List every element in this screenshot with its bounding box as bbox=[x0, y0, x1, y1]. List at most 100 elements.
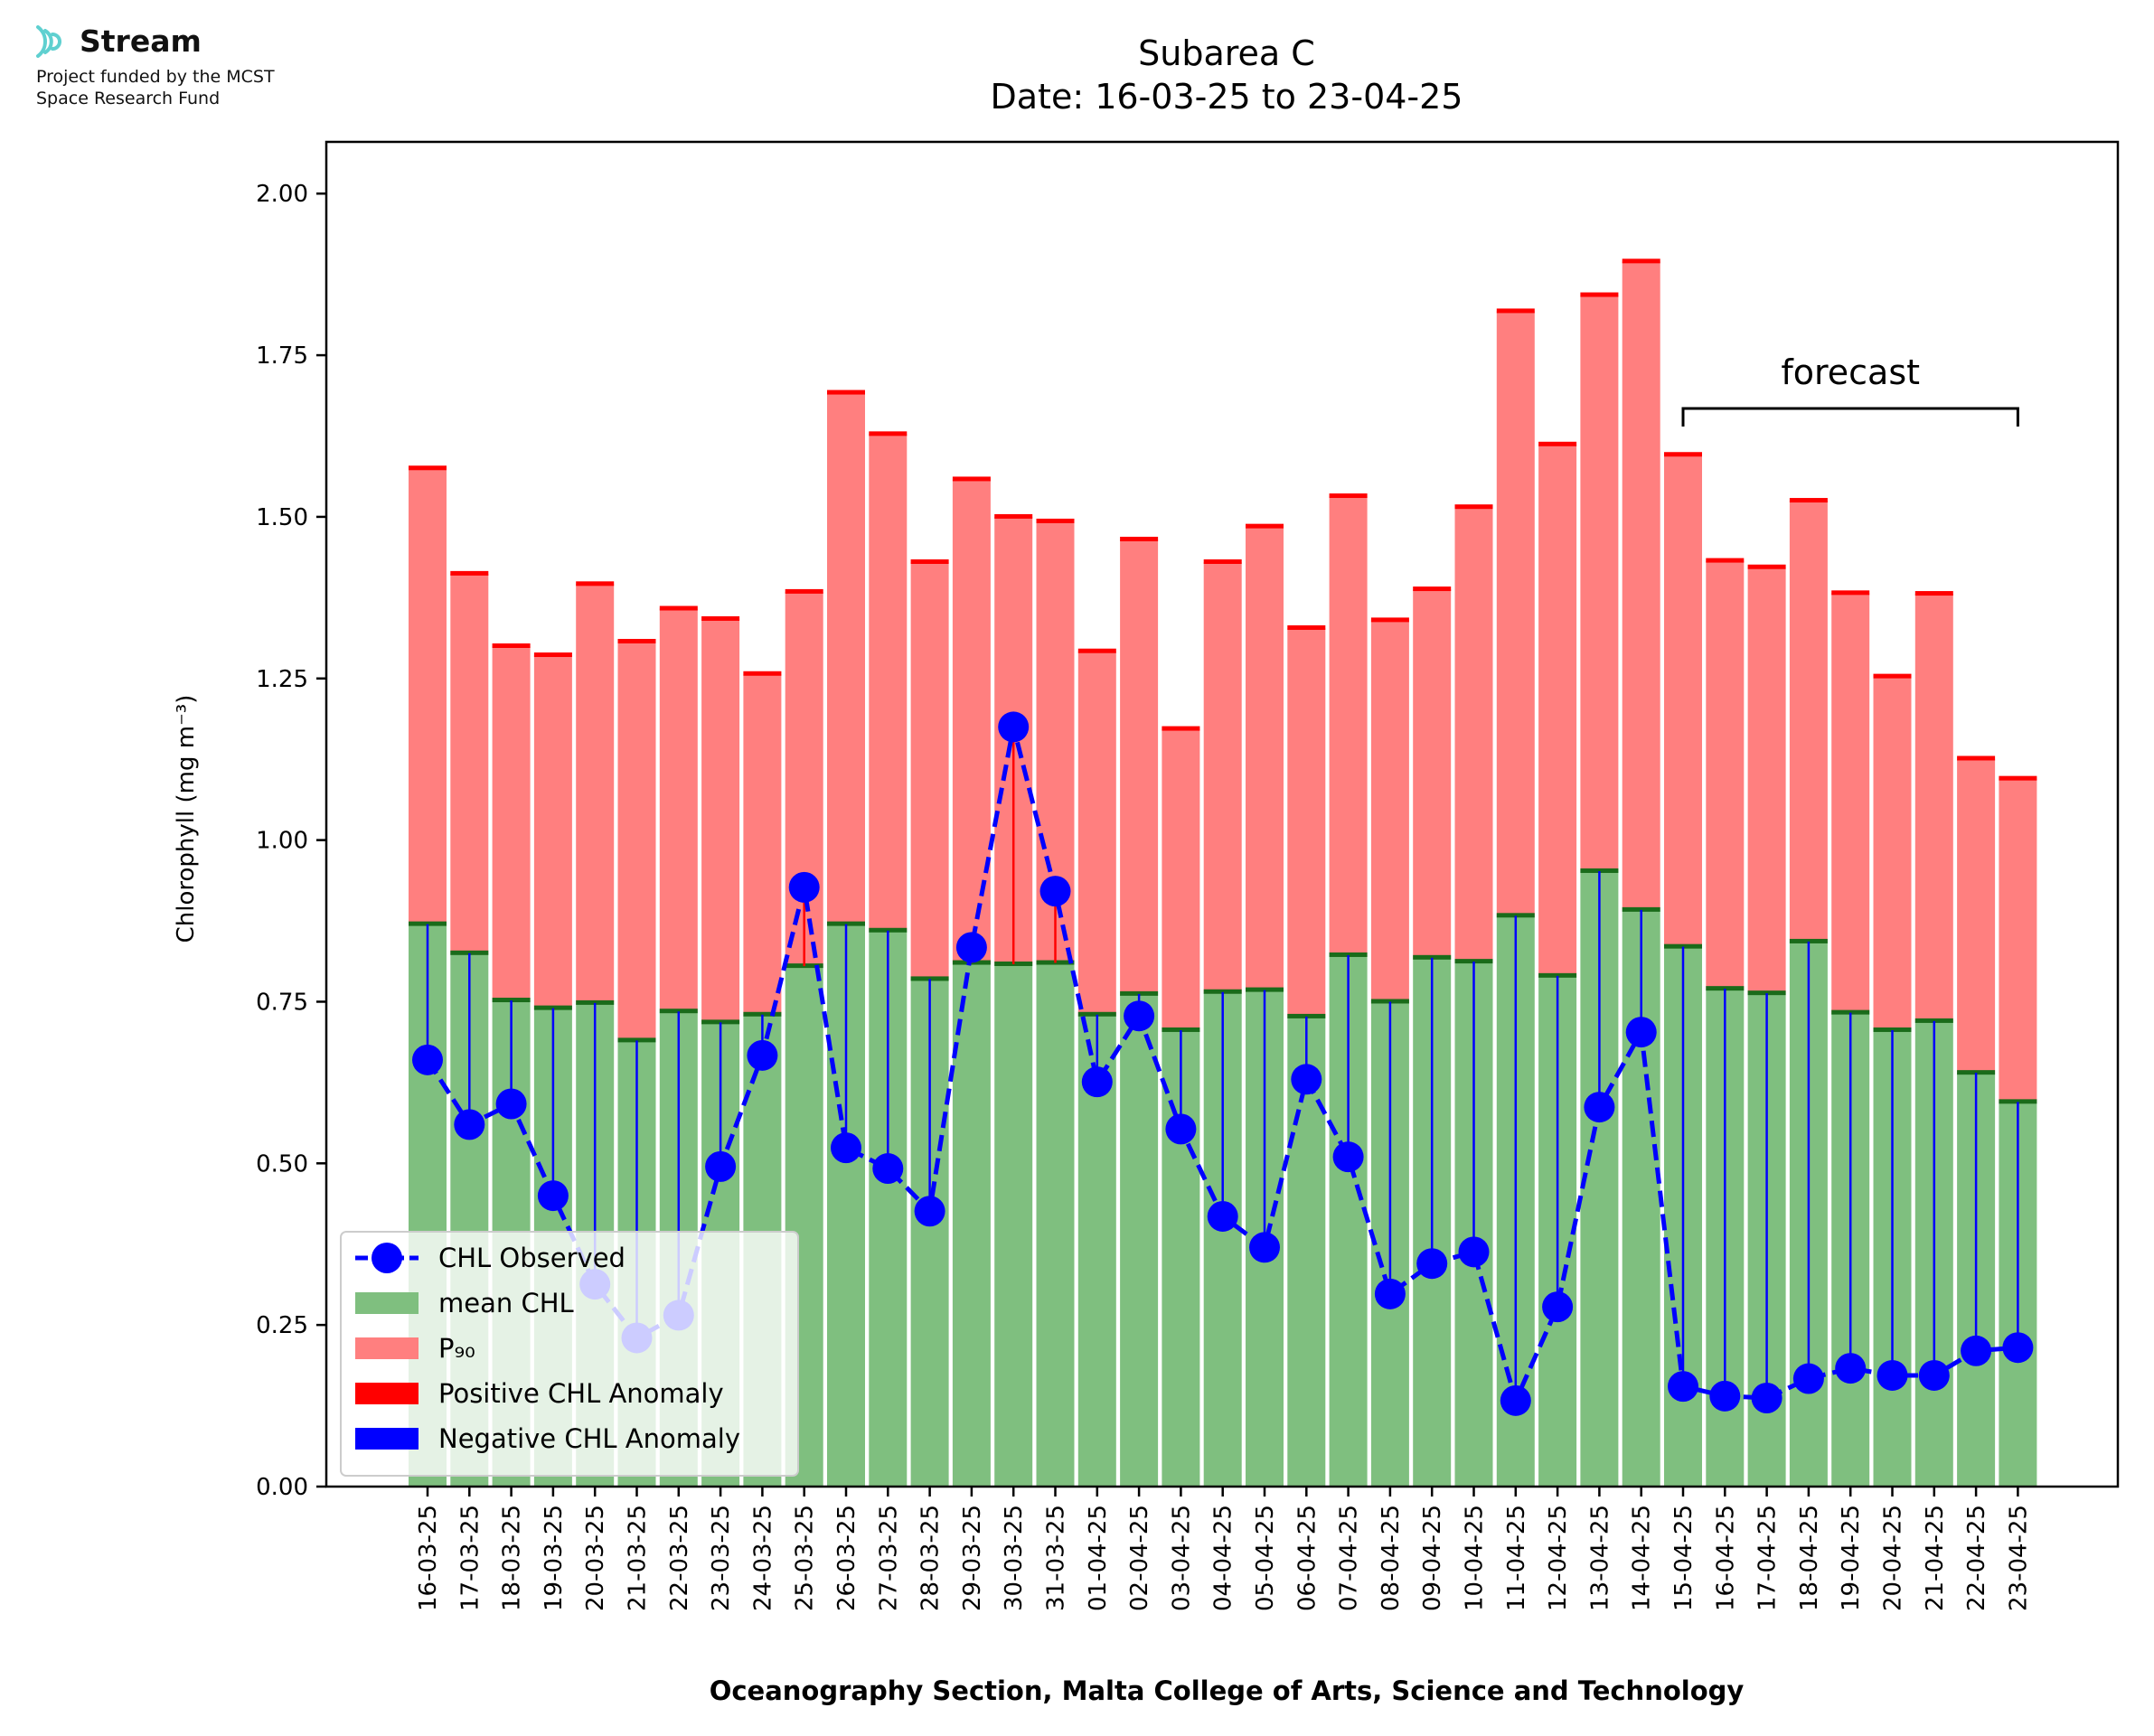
mean-cap bbox=[659, 1009, 698, 1014]
x-tick-label: 26-03-25 bbox=[833, 1505, 861, 1611]
p90-cap bbox=[1957, 755, 1996, 761]
legend-patch-swatch bbox=[355, 1428, 419, 1450]
p90-bar bbox=[1287, 627, 1326, 1017]
x-tick-label: 29-03-25 bbox=[959, 1505, 986, 1611]
observed-point bbox=[1918, 1359, 1950, 1391]
observed-point bbox=[914, 1196, 945, 1227]
p90-cap bbox=[1287, 624, 1326, 630]
mean-chl-bar bbox=[994, 963, 1033, 1487]
mean-cap bbox=[1622, 906, 1660, 912]
y-axis: 0.00 0.25 0.50 0.75 1.00 1.25 1.50 1.75 2.00 bbox=[256, 181, 326, 1501]
p90-cap bbox=[1454, 504, 1493, 510]
stream-logo: Stream Project funded by the MCST Space … bbox=[33, 20, 358, 119]
p90-bar bbox=[492, 646, 531, 1001]
x-tick-label: 23-04-25 bbox=[2005, 1505, 2032, 1611]
x-axis: 16-03-25 17-03-25 18-03-25 19-03-25 20-03-25… bbox=[415, 1487, 2032, 1611]
observed-point bbox=[1458, 1236, 1490, 1268]
mean-chl-bar bbox=[1036, 962, 1075, 1487]
stream-wave-icon bbox=[36, 25, 61, 58]
y-tick-label: 1.00 bbox=[256, 828, 308, 855]
mean-cap bbox=[1287, 1013, 1326, 1018]
x-tick-label: 16-04-25 bbox=[1712, 1505, 1739, 1611]
mean-cap bbox=[1246, 987, 1284, 992]
p90-cap bbox=[1413, 586, 1452, 592]
p90-cap bbox=[1329, 493, 1368, 499]
p90-cap bbox=[1789, 498, 1828, 503]
p90-bar bbox=[1329, 496, 1368, 955]
mean-cap bbox=[1538, 972, 1577, 978]
observed-point bbox=[1751, 1382, 1782, 1413]
p90-cap bbox=[1914, 591, 1953, 596]
x-tick-label: 14-04-25 bbox=[1629, 1505, 1656, 1611]
anomaly-stems bbox=[426, 727, 2019, 1401]
mean-cap bbox=[1706, 986, 1745, 991]
mean-cap bbox=[450, 950, 489, 955]
observed-point bbox=[1961, 1335, 1992, 1366]
p90-bar bbox=[701, 618, 740, 1023]
mean-cap bbox=[533, 1005, 572, 1010]
x-tick-label: 01-04-25 bbox=[1085, 1505, 1112, 1611]
p90-bar bbox=[1622, 261, 1660, 910]
mean-cap bbox=[1496, 913, 1535, 918]
x-tick-label: 12-04-25 bbox=[1545, 1505, 1572, 1611]
p90-bar bbox=[1999, 778, 2037, 1103]
x-tick-label: 05-04-25 bbox=[1252, 1505, 1279, 1611]
p90-bar bbox=[1162, 728, 1200, 1030]
p90-bar bbox=[1831, 593, 1870, 1013]
p90-cap bbox=[1246, 523, 1284, 529]
p90-cap bbox=[533, 652, 572, 658]
observed-point bbox=[1709, 1380, 1741, 1412]
p90-bar bbox=[1914, 594, 1953, 1021]
p90-cap bbox=[450, 570, 489, 576]
p90-cap bbox=[1538, 441, 1577, 446]
observed-point bbox=[537, 1180, 569, 1212]
p90-cap bbox=[952, 476, 991, 482]
p90-bar bbox=[450, 573, 489, 953]
x-tick-label: 27-03-25 bbox=[875, 1505, 902, 1611]
observed-point bbox=[1584, 1092, 1615, 1123]
observed-point bbox=[1835, 1353, 1867, 1384]
x-tick-label: 06-04-25 bbox=[1293, 1505, 1321, 1611]
p90-cap bbox=[1203, 559, 1242, 564]
legend-box bbox=[340, 1231, 799, 1477]
p90-bar bbox=[827, 392, 865, 924]
mean-cap bbox=[1873, 1027, 1912, 1032]
legend-patch-swatch bbox=[355, 1292, 419, 1314]
p90-bar bbox=[409, 468, 447, 924]
p90-cap bbox=[1622, 258, 1660, 264]
x-tick-label: 20-04-25 bbox=[1880, 1505, 1907, 1611]
mean-cap bbox=[869, 927, 908, 933]
legend-label: mean CHL bbox=[438, 1288, 574, 1318]
p90-bar bbox=[869, 434, 908, 931]
x-tick-label: 15-04-25 bbox=[1670, 1505, 1698, 1611]
p90-cap bbox=[827, 389, 865, 395]
p90-cap bbox=[1747, 564, 1786, 569]
observed-point bbox=[1291, 1064, 1322, 1095]
bars-layer bbox=[409, 258, 2037, 1487]
mean-cap bbox=[910, 976, 949, 981]
mean-cap bbox=[701, 1019, 740, 1025]
p90-bar bbox=[1203, 562, 1242, 992]
x-tick-label: 07-04-25 bbox=[1336, 1505, 1363, 1611]
p90-bar bbox=[576, 584, 615, 1003]
mean-cap bbox=[1454, 959, 1493, 964]
p90-bar bbox=[1370, 620, 1409, 1002]
y-tick-label: 0.25 bbox=[256, 1312, 308, 1339]
observed-point bbox=[454, 1109, 485, 1140]
x-tick-label: 11-04-25 bbox=[1503, 1505, 1530, 1611]
x-tick-label: 20-03-25 bbox=[582, 1505, 609, 1611]
observed-point bbox=[1542, 1291, 1574, 1323]
x-tick-label: 09-04-25 bbox=[1419, 1505, 1446, 1611]
x-tick-label: 08-04-25 bbox=[1378, 1505, 1405, 1611]
mean-cap bbox=[1999, 1099, 2037, 1104]
x-tick-label: 28-03-25 bbox=[917, 1505, 945, 1611]
mean-cap bbox=[617, 1037, 656, 1043]
p90-bar bbox=[1538, 444, 1577, 976]
legend-label: P₉₀ bbox=[438, 1333, 475, 1364]
observed-point bbox=[1792, 1363, 1824, 1394]
p90-bar bbox=[617, 641, 656, 1041]
observed-point bbox=[1625, 1017, 1657, 1048]
p90-cap bbox=[1036, 518, 1075, 523]
mean-cap bbox=[1914, 1018, 1953, 1023]
p90-cap bbox=[1077, 648, 1116, 653]
